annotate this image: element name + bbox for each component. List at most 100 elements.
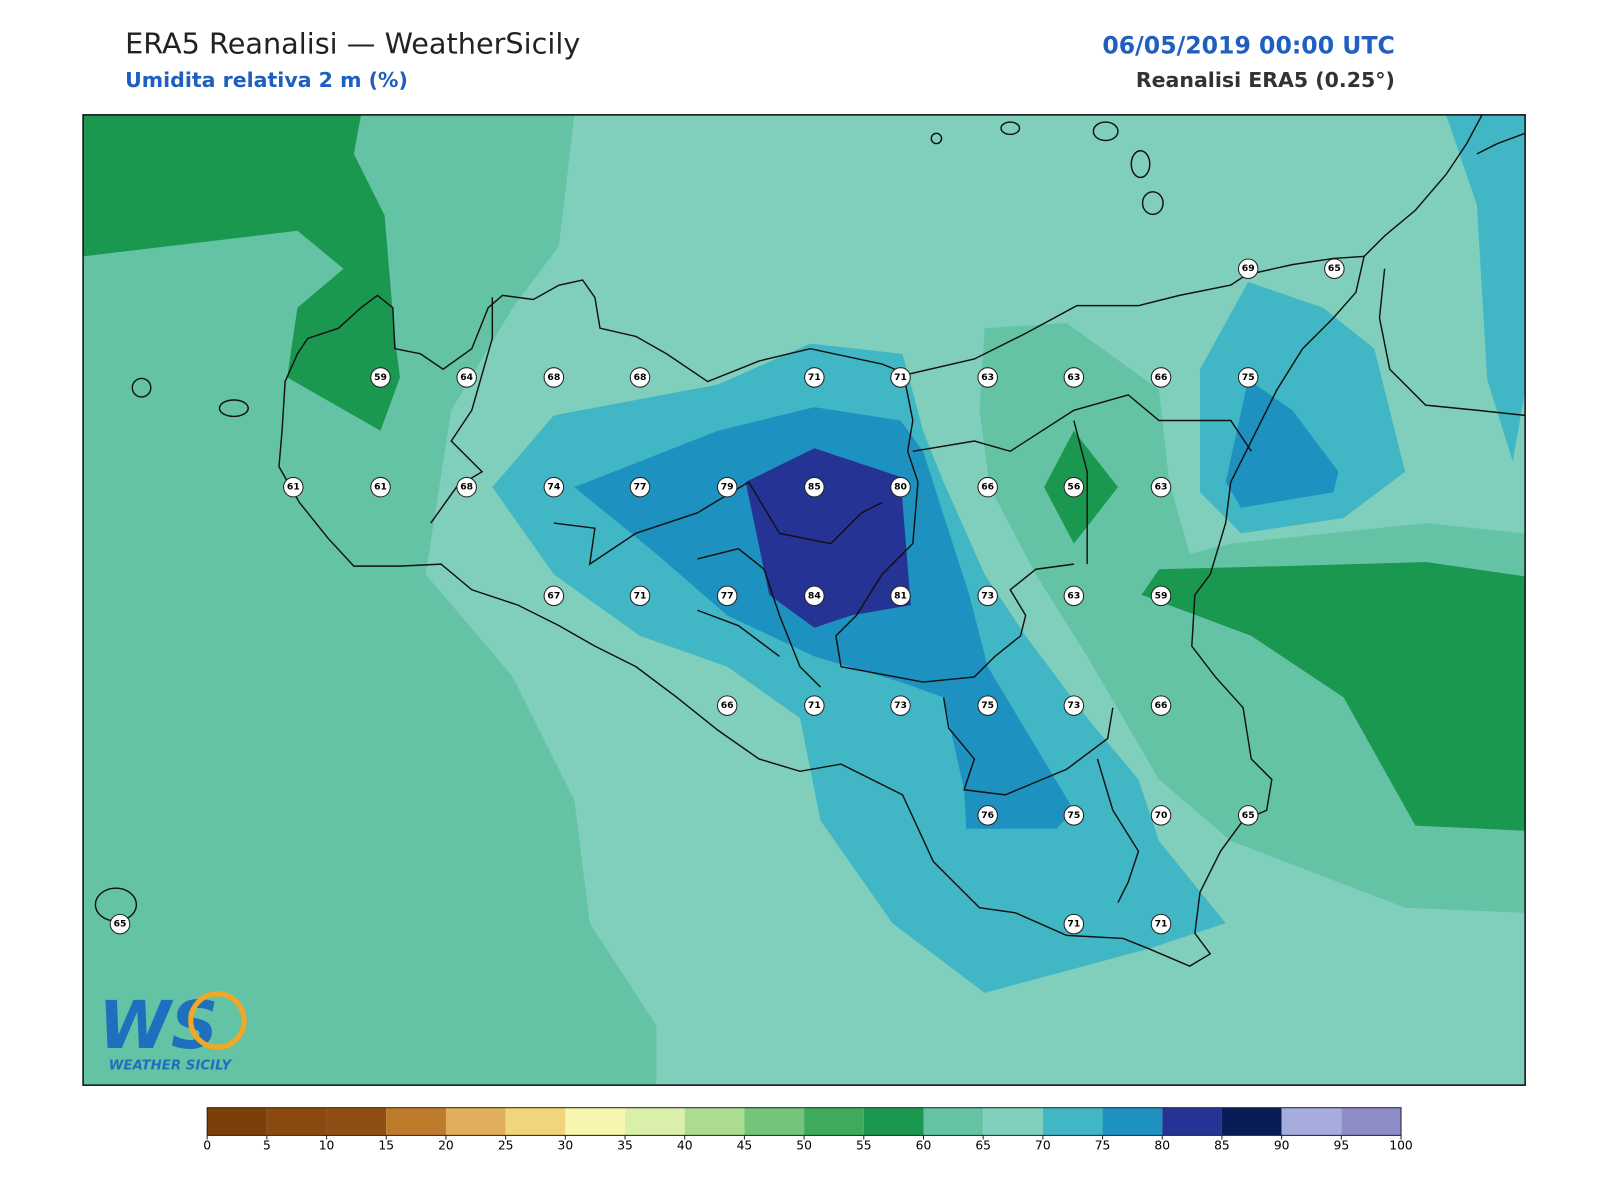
station-marker (1324, 258, 1345, 279)
station-value: 71 (634, 590, 647, 601)
station-value: 80 (894, 482, 907, 493)
station-value: 77 (721, 590, 734, 601)
colorbar-tick-label: 60 (916, 1138, 932, 1152)
colorbar-bin (1341, 1107, 1402, 1136)
station-value: 71 (1067, 919, 1080, 930)
station-marker (543, 476, 565, 498)
station-marker (977, 367, 998, 388)
station-marker (1063, 913, 1085, 935)
station-marker (1063, 476, 1085, 498)
station-marker (1237, 367, 1259, 388)
colorbar-tick-label: 50 (796, 1138, 812, 1152)
colorbar-bin (1042, 1107, 1103, 1136)
colorbar-tick-label: 15 (378, 1138, 394, 1152)
station-marker (804, 585, 825, 607)
station-value: 63 (1155, 482, 1168, 493)
colorbar-bin (983, 1107, 1043, 1136)
station-value: 77 (634, 482, 647, 493)
field-70-75 (1446, 114, 1526, 462)
colorbar-bin (1102, 1107, 1163, 1136)
province-border (430, 297, 1252, 903)
station-marker (1237, 805, 1259, 826)
field-55-60 (83, 114, 400, 431)
calabria-coast (1363, 114, 1526, 417)
station-marker (1150, 585, 1172, 607)
station-marker (370, 367, 391, 388)
logo-sun (188, 991, 247, 1050)
colorbar-tick-label: 35 (617, 1138, 633, 1152)
colorbar-bin (386, 1107, 446, 1136)
station-marker (370, 476, 391, 498)
coastline (94, 114, 1526, 967)
station-marker (456, 476, 477, 498)
colorbar-tick-label: 30 (558, 1138, 574, 1152)
colorbar-bin (863, 1107, 924, 1136)
station-value: 85 (808, 482, 821, 493)
island (1130, 150, 1151, 179)
colorbar-tick-label: 0 (203, 1138, 211, 1152)
station-value: 63 (981, 372, 994, 383)
station-marker (1150, 695, 1172, 716)
island (131, 377, 152, 398)
station-value: 70 (1155, 810, 1168, 821)
station-value: 75 (1067, 810, 1080, 821)
station-value: 68 (547, 372, 560, 383)
colorbar-bin (326, 1107, 387, 1136)
station-value: 73 (894, 700, 907, 711)
station-marker (977, 585, 998, 607)
station-marker (804, 367, 825, 388)
colorbar-bin (445, 1107, 506, 1136)
colorbar-tick-label: 95 (1334, 1138, 1350, 1152)
colorbar-tick-label: 20 (438, 1138, 454, 1152)
station-value: 71 (1155, 919, 1168, 930)
station-value: 63 (1067, 372, 1080, 383)
field-75-80 (1225, 379, 1339, 508)
station-marker (1150, 476, 1172, 498)
colorbar-bin (505, 1107, 566, 1136)
station-value: 73 (981, 590, 994, 601)
station-value: 84 (808, 590, 821, 601)
colorbar-bin (684, 1107, 745, 1136)
colorbar-bin (1221, 1107, 1282, 1136)
station-marker (543, 585, 565, 607)
station-value: 75 (981, 700, 994, 711)
colorbar-tick-label: 10 (319, 1138, 335, 1152)
colorbar-tick-label: 25 (498, 1138, 514, 1152)
colorbar-tick-label: 45 (737, 1138, 753, 1152)
island (930, 132, 943, 145)
station-value: 81 (894, 590, 907, 601)
station-marker (1150, 913, 1172, 935)
colorbar-tick-label: 40 (677, 1138, 693, 1152)
station-marker (1237, 258, 1259, 279)
station-value: 65 (114, 919, 127, 930)
sicily-coast (278, 255, 1366, 967)
colorbar-bin (1162, 1107, 1222, 1136)
colorbar-bin (1281, 1107, 1342, 1136)
station-marker (543, 367, 565, 388)
station-marker (977, 695, 998, 716)
station-value: 75 (1242, 372, 1255, 383)
station-marker (109, 913, 131, 935)
station-value: 61 (287, 482, 300, 493)
station-marker (890, 695, 911, 716)
station-marker (804, 695, 825, 716)
colorbar-tick-label: 85 (1214, 1138, 1230, 1152)
station-value: 68 (460, 482, 473, 493)
station-value: 71 (894, 372, 907, 383)
island (1092, 121, 1119, 142)
colorbar-bin (565, 1107, 626, 1136)
station-marker (456, 367, 477, 388)
colorbar-bin (923, 1107, 984, 1136)
station-marker (1150, 367, 1172, 388)
field-80-85 (745, 448, 911, 628)
date: 06/05/2019 00:00 UTC (1102, 31, 1394, 59)
station-value: 66 (1155, 372, 1168, 383)
station-value: 71 (808, 372, 821, 383)
title: ERA5 Reanalisi — WeatherSicily (125, 26, 580, 60)
colorbar-bin (207, 1107, 267, 1136)
station-marker (977, 476, 998, 498)
colorbar-tick-label: 65 (975, 1138, 991, 1152)
colorbar-tick-label: 75 (1095, 1138, 1111, 1152)
